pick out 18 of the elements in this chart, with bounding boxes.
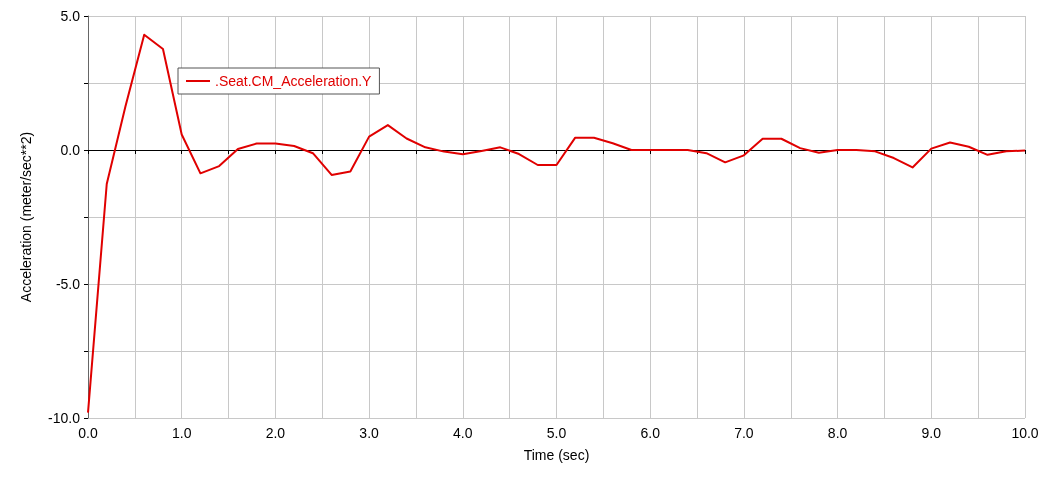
y-axis-title: Acceleration (meter/sec**2) [18, 131, 34, 303]
y-tick-label: 0.0 [60, 142, 81, 158]
y-tick-label: -10.0 [48, 410, 81, 426]
x-tick-label: 3.0 [359, 425, 380, 441]
x-tick-label: 8.0 [827, 425, 848, 441]
x-tick-label: 1.0 [171, 425, 192, 441]
y-tick-label: -5.0 [55, 276, 81, 292]
x-tick-label: 9.0 [921, 425, 942, 441]
x-axis-title: Time (sec) [523, 447, 590, 463]
x-tick-label: 5.0 [546, 425, 567, 441]
x-tick-label: 6.0 [640, 425, 661, 441]
x-tick-label: 10.0 [1011, 425, 1039, 441]
y-tick-label: 5.0 [60, 8, 81, 24]
x-tick-label: 2.0 [265, 425, 286, 441]
x-tick-label: 0.0 [78, 425, 98, 441]
x-tick-label: 4.0 [453, 425, 473, 441]
x-tick-label: 7.0 [734, 425, 754, 441]
legend-label: .Seat.CM_Acceleration.Y [215, 73, 373, 89]
